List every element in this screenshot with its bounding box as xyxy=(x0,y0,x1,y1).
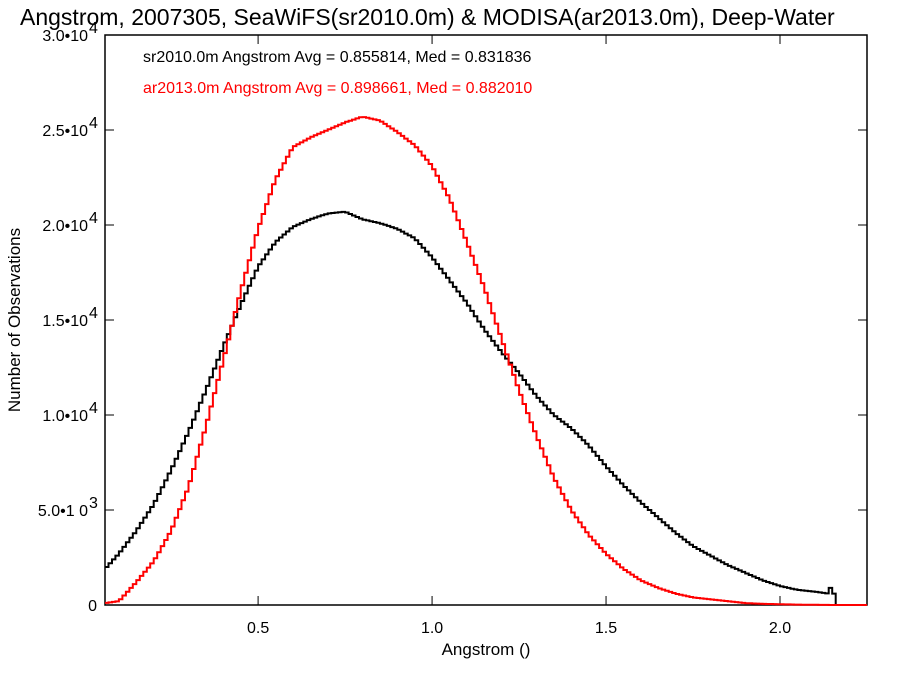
series-line-0 xyxy=(105,210,867,606)
x-axis-ticks: 0.5 1.0 1.5 2.0 xyxy=(247,35,791,637)
legend-entry-ar2013: ar2013.0m Angstrom Avg = 0.898661, Med =… xyxy=(143,80,532,97)
series-line-1 xyxy=(105,116,867,606)
y-tick-label: 5.0•1 0 xyxy=(38,503,88,520)
x-axis-label: Angstrom () xyxy=(442,640,531,659)
x-tick-label: 0.5 xyxy=(247,620,269,637)
y-tick-label: 3.0•10 xyxy=(42,28,88,45)
y-tick-exponent: 4 xyxy=(89,20,98,37)
y-tick-label: 0 xyxy=(88,598,97,615)
y-tick-label: 1.5•10 xyxy=(42,313,88,330)
x-tick-label: 2.0 xyxy=(769,620,791,637)
y-tick-exponent: 3 xyxy=(89,495,98,512)
y-tick-exponent: 4 xyxy=(89,305,98,322)
x-tick-label: 1.5 xyxy=(595,620,617,637)
y-tick-exponent: 4 xyxy=(89,400,98,417)
y-tick-label: 2.5•10 xyxy=(42,123,88,140)
y-axis-label: Number of Observations xyxy=(5,228,24,412)
y-tick-exponent: 4 xyxy=(89,210,98,227)
x-tick-label: 1.0 xyxy=(421,620,443,637)
legend-entry-sr2010: sr2010.0m Angstrom Avg = 0.855814, Med =… xyxy=(143,49,532,66)
y-tick-label: 2.0•10 xyxy=(42,218,88,235)
y-tick-label: 1.0•10 xyxy=(42,408,88,425)
plot-frame xyxy=(104,34,868,606)
series-layer xyxy=(105,116,867,606)
y-axis-ticks: 05.0•1 0 31.0•10 41.5•10 42.0•10 42.5•10 43.0… xyxy=(38,20,867,615)
chart-title: Angstrom, 2007305, SeaWiFS(sr2010.0m) & … xyxy=(20,4,835,30)
y-tick-exponent: 4 xyxy=(89,115,98,132)
